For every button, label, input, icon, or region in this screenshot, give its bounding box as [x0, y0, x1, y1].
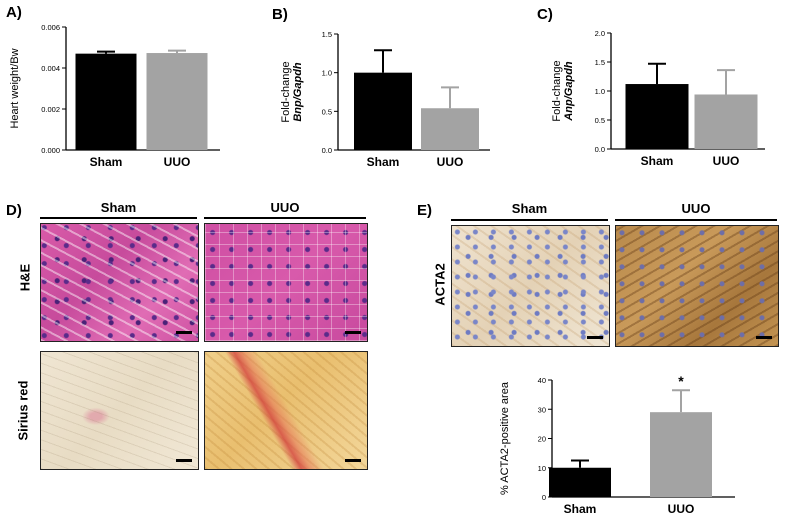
group-header-sham-d: Sham	[100, 200, 137, 215]
micrograph-he-uuo	[204, 223, 368, 342]
significance-marker: *	[678, 373, 684, 389]
row-label-he: H&E	[17, 263, 33, 292]
bar-uuo	[650, 412, 712, 497]
group-line-sham-e	[451, 219, 608, 221]
scale-bar	[345, 331, 361, 334]
y-axis-label: % ACTA2-positive area	[499, 381, 511, 495]
y-tick-label: 20	[538, 435, 546, 444]
panel-label-b: B)	[272, 6, 288, 23]
y-axis-label: Bnp/Gapdh	[292, 62, 304, 122]
row-label-acta2: ACTA2	[432, 263, 448, 306]
y-tick-label: 1.5	[595, 58, 605, 67]
scale-bar	[345, 459, 361, 462]
chart-acta2-area: 0 10 20 30 40 % ACTA2-positive area Sham UUO *	[499, 373, 735, 516]
x-tick-label: UUO	[713, 154, 740, 168]
y-tick-label: 1.0	[322, 69, 332, 78]
y-axis-label: Fold-change	[551, 60, 563, 121]
group-header-uuo-e: UUO	[681, 201, 711, 216]
x-tick-label: Sham	[367, 155, 400, 169]
x-tick-label: UUO	[164, 155, 191, 169]
micrograph-acta2-uuo	[615, 225, 779, 347]
y-axis-label: Anp/Gapdh	[563, 61, 575, 122]
scale-bar	[176, 459, 192, 462]
panel-label-e: E)	[417, 202, 432, 219]
panel-label-a: A)	[6, 4, 22, 21]
y-tick-label: 10	[538, 464, 546, 473]
x-tick-label: UUO	[437, 155, 464, 169]
y-tick-label: 1.5	[322, 30, 332, 39]
chart-bnp: 0.0 0.5 1.0 1.5 Fold-change Bnp/Gapdh Sham UUO	[280, 30, 490, 169]
y-tick-label: 0.0	[595, 145, 605, 154]
bar-uuo	[421, 108, 479, 150]
bar-sham	[75, 53, 137, 150]
scale-bar	[587, 336, 603, 339]
panel-label-c: C)	[537, 6, 553, 23]
x-tick-label: Sham	[90, 155, 123, 169]
micrograph-he-sham	[40, 223, 199, 342]
chart-anp: 0.0 0.5 1.0 1.5 2.0 Fold-change Anp/Gapdh Sham U…	[551, 29, 765, 168]
y-tick-label: 0.002	[41, 105, 60, 114]
micrograph-sirius-uuo	[204, 351, 368, 470]
group-line-sham-d	[40, 217, 197, 219]
group-header-sham-e: Sham	[511, 201, 548, 216]
y-tick-label: 0.5	[595, 116, 605, 125]
x-tick-label: Sham	[641, 154, 674, 168]
scale-bar	[176, 331, 192, 334]
y-tick-label: 40	[538, 376, 546, 385]
group-line-uuo-d	[204, 217, 366, 219]
bar-sham	[625, 84, 689, 149]
x-tick-label: Sham	[564, 502, 597, 516]
y-tick-label: 0.006	[41, 23, 60, 32]
chart-heart-weight: 0.000 0.002 0.004 0.006 Heart weight/Bw Sham U…	[9, 23, 220, 169]
group-line-uuo-e	[615, 219, 777, 221]
bar-uuo	[694, 94, 758, 149]
bar-sham	[354, 72, 412, 150]
scale-bar	[756, 336, 772, 339]
y-tick-label: 1.0	[595, 87, 605, 96]
micrograph-sirius-sham	[40, 351, 199, 470]
panel-label-d: D)	[6, 202, 22, 219]
y-axis-label: Heart weight/Bw	[9, 48, 21, 128]
y-tick-label: 0.000	[41, 146, 60, 155]
group-header-uuo-d: UUO	[270, 200, 300, 215]
y-tick-label: 0.0	[322, 146, 332, 155]
y-tick-label: 0	[542, 493, 546, 502]
bar-sham	[549, 467, 611, 497]
y-tick-label: 30	[538, 405, 546, 414]
y-tick-label: 0.004	[41, 64, 60, 73]
x-tick-label: UUO	[668, 502, 695, 516]
y-axis-label: Fold-change	[280, 61, 292, 122]
micrograph-acta2-sham	[451, 225, 610, 347]
y-tick-label: 2.0	[595, 29, 605, 38]
row-label-sirius-red: Sirius red	[15, 380, 31, 441]
bar-uuo	[146, 53, 208, 150]
y-tick-label: 0.5	[322, 107, 332, 116]
